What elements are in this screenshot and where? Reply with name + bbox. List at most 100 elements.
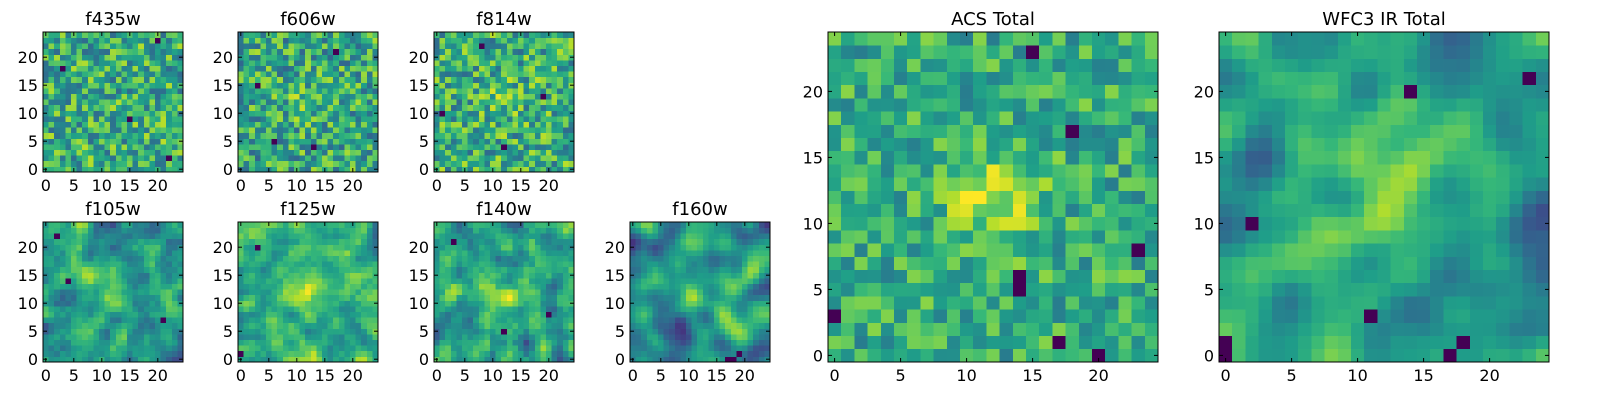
heatmap-cell [344,93,351,100]
y-tick-label: 15 [213,76,233,95]
heatmap-cell [266,266,272,273]
heatmap-cell [529,88,536,94]
heatmap-cell [115,110,122,117]
heatmap-cell [534,278,541,284]
heatmap-cell [82,93,89,100]
heatmap-cell [960,177,974,191]
heatmap-cell [551,60,558,66]
heatmap-cell [434,160,440,167]
heatmap-cell [456,283,463,290]
heatmap-cell [127,60,133,66]
heatmap-cell [361,155,368,162]
heatmap-cell [663,356,670,363]
heatmap-cell [478,104,485,111]
heatmap-cell [366,334,373,340]
heatmap-cell [65,82,72,89]
heatmap-cell [271,160,278,167]
heatmap-cell [54,155,61,162]
heatmap-cell [338,37,345,44]
heatmap-cell [986,216,1000,231]
heatmap-cell [1144,282,1159,297]
heatmap-cell [104,82,111,89]
heatmap-cell [501,99,508,106]
heatmap-cell [138,250,145,256]
heatmap-cell [1026,282,1040,297]
heatmap-cell [277,272,284,279]
heatmap-cell [529,244,536,251]
heatmap-cell [294,60,300,66]
heatmap-cell [110,121,117,128]
heatmap-cell [478,266,485,273]
heatmap-cell [115,132,122,139]
heatmap-cell [333,278,340,284]
heatmap-cell [243,294,250,301]
heatmap-cell [490,99,496,106]
heatmap-cell [366,300,373,307]
heatmap-cell [473,255,480,262]
heatmap-cell [686,233,692,240]
heatmap-cell [294,272,300,279]
heatmap-cell [546,93,552,100]
heatmap-cell [71,350,77,357]
heatmap-cell [372,227,379,234]
heatmap-cell [310,93,317,100]
heatmap-cell [99,300,105,307]
heatmap-cell [71,93,77,100]
heatmap-cell [663,350,670,357]
heatmap-cell [350,149,356,156]
heatmap-cell [149,317,156,324]
heatmap-cell [663,283,670,290]
heatmap-cell [501,37,508,44]
heatmap-cell [434,334,440,340]
heatmap-cell [76,283,83,290]
heatmap-cell [467,255,474,262]
heatmap-cell [43,71,49,78]
heatmap-cell [462,311,468,318]
y-tick-label: 0 [419,160,429,179]
heatmap-cell [1092,348,1106,363]
heatmap-cell [540,93,547,100]
heatmap-cell [730,238,737,245]
heatmap-cell [277,166,284,173]
heatmap-cell [557,82,564,89]
heatmap-cell [478,149,485,156]
heatmap-cell [562,48,569,55]
heatmap-cell [266,261,272,268]
heatmap-cell [238,311,244,318]
heatmap-cell [322,93,328,100]
heatmap-cell [48,227,55,234]
heatmap-cell [99,272,105,279]
y-tick-label: 5 [28,132,38,151]
heatmap-cell [65,166,72,173]
chart-title: f160w [672,199,727,220]
heatmap-cell [288,132,295,139]
heatmap-cell [338,244,345,251]
heatmap-cell [669,278,676,284]
heatmap-cell [1026,164,1040,178]
heatmap-cell [933,309,948,323]
heatmap-cell [674,283,681,290]
heatmap-cell [680,266,687,273]
heatmap-cell [143,350,150,357]
heatmap-cell [478,88,485,94]
heatmap-cell [1078,216,1093,231]
heatmap-cell [708,278,715,284]
heatmap-cell [635,250,642,256]
heatmap-cell [434,93,440,100]
heatmap-cell [93,138,100,145]
heatmap-cell [495,37,502,44]
heatmap-cell [143,149,150,156]
heatmap-cell [557,244,564,251]
heatmap-cell [551,266,558,273]
heatmap-cell [540,60,547,66]
heatmap-cell [484,322,491,329]
heatmap-cell [355,88,362,94]
heatmap-cell [121,93,128,100]
heatmap-cell [702,227,709,234]
heatmap-cell [110,356,117,363]
heatmap-cell [288,300,295,307]
heatmap-cell [478,127,485,134]
heatmap-cell [529,48,536,55]
heatmap-cell [260,110,267,117]
